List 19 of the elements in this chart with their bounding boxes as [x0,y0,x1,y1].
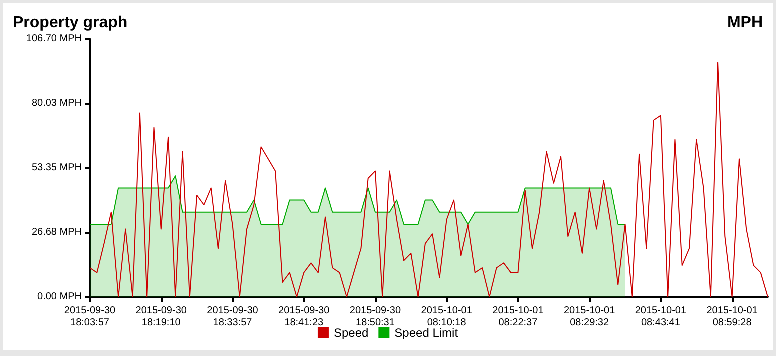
legend-label: Speed Limit [394,326,459,340]
y-axis-title: MPH [727,14,764,32]
legend-label: Speed [334,326,369,340]
x-tick-label: 2015-10-01 08:10:18 [421,306,473,328]
y-tick-label: 80.03 MPH [32,98,82,109]
chart-title: Property graph [13,14,128,32]
x-tick-label: 2015-10-01 08:59:28 [706,306,758,328]
x-tick-label: 2015-09-30 18:50:31 [350,306,402,328]
y-tick-label: 0.00 MPH [38,292,82,302]
x-tick-label: 2015-10-01 08:22:37 [492,306,544,328]
x-tick-label: 2015-09-30 18:03:57 [64,306,116,328]
y-tick-label: 53.35 MPH [32,162,82,174]
x-tick-label: 2015-10-01 08:43:41 [635,306,687,328]
x-tick-label: 2015-10-01 08:29:32 [564,306,616,328]
x-tick-label: 2015-09-30 18:19:10 [136,306,188,328]
y-tick-label: 106.70 MPH [26,34,82,44]
y-tick-label: 26.68 MPH [32,226,82,238]
x-tick-label: 2015-09-30 18:33:57 [207,306,259,328]
x-tick-label: 2015-09-30 18:41:23 [278,306,330,328]
